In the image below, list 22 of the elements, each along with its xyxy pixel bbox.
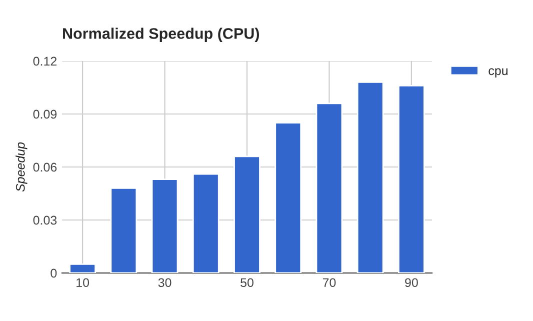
legend-label: cpu xyxy=(488,68,508,78)
y-tick-label: 0.12 xyxy=(33,56,57,66)
bar xyxy=(234,156,260,273)
bar xyxy=(356,82,384,273)
x-tick-label: 90 xyxy=(405,278,418,288)
bar xyxy=(316,102,343,273)
bar xyxy=(192,173,220,273)
bar xyxy=(274,122,302,273)
bar xyxy=(69,263,96,273)
x-tick-label: 50 xyxy=(240,278,254,288)
x-tick-label: 30 xyxy=(158,278,172,288)
bar xyxy=(151,178,178,273)
x-tick-label: 10 xyxy=(76,278,90,288)
x-tick-label: 70 xyxy=(322,278,336,288)
y-tick-label: 0.03 xyxy=(33,216,57,225)
y-tick-label: 0.06 xyxy=(33,162,57,172)
chart-title: Normalized Speedup (CPU) xyxy=(63,28,260,42)
y-axis-title: Speedup xyxy=(16,142,28,192)
y-tick-label: 0 xyxy=(50,268,57,278)
bar xyxy=(110,188,138,273)
bar xyxy=(398,85,425,273)
y-tick-label: 0.09 xyxy=(33,110,57,119)
